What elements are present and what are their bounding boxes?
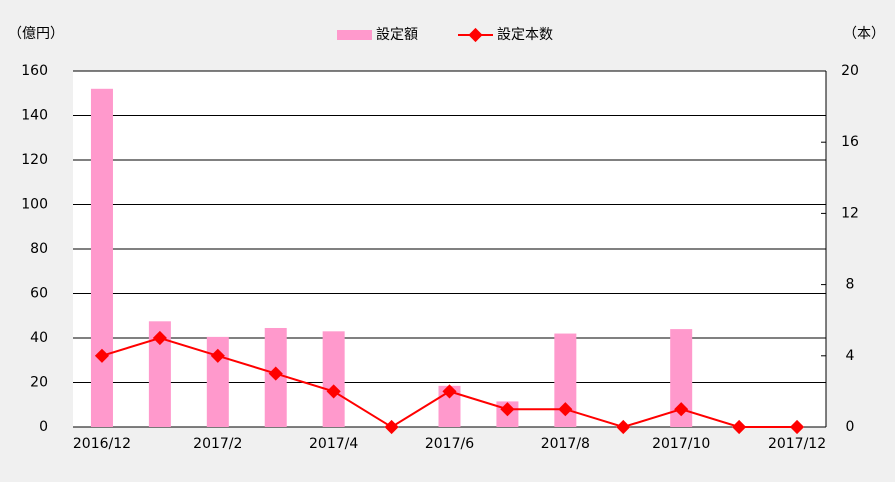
x-tick-label: 2017/4 bbox=[309, 436, 358, 452]
x-tick-label: 2017/12 bbox=[768, 436, 826, 452]
bar bbox=[90, 88, 113, 428]
marker bbox=[152, 330, 167, 346]
legend-marker bbox=[468, 27, 483, 43]
bar bbox=[322, 331, 345, 427]
bar bbox=[206, 336, 229, 427]
y-tick-label: 40 bbox=[30, 330, 48, 346]
marker bbox=[789, 419, 805, 435]
legend-swatch bbox=[337, 30, 372, 40]
y2-tick-label: 8 bbox=[846, 277, 855, 293]
y-tick-label: 60 bbox=[30, 286, 48, 302]
y2-axis-label: （本） bbox=[843, 26, 885, 42]
legend-label: 設定本数 bbox=[497, 27, 553, 43]
y2-tick-label: 4 bbox=[846, 348, 855, 364]
y-tick-label: 0 bbox=[39, 419, 48, 435]
x-tick-label: 2017/10 bbox=[652, 436, 710, 452]
y2-tick-label: 20 bbox=[841, 63, 859, 79]
marker bbox=[500, 402, 515, 417]
marker bbox=[442, 384, 457, 399]
marker bbox=[732, 419, 747, 435]
y2-tick-label: 12 bbox=[841, 205, 859, 221]
bar bbox=[438, 385, 461, 427]
y-tick-label: 160 bbox=[21, 63, 48, 79]
y-tick-label: 140 bbox=[21, 108, 48, 124]
y2-tick-label: 0 bbox=[846, 419, 855, 435]
bar bbox=[148, 321, 171, 427]
marker bbox=[326, 384, 341, 399]
x-tick-label: 2017/6 bbox=[425, 436, 474, 452]
y-tick-label: 100 bbox=[21, 197, 48, 213]
marker bbox=[94, 348, 110, 363]
x-tick-label: 2017/8 bbox=[541, 436, 590, 452]
y-tick-label: 80 bbox=[30, 241, 48, 257]
y-axis-label: （億円） bbox=[8, 26, 64, 42]
x-tick-label: 2016/12 bbox=[73, 436, 131, 452]
marker bbox=[384, 419, 399, 435]
marker bbox=[558, 402, 573, 417]
bar bbox=[670, 329, 693, 427]
x-tick-label: 2017/2 bbox=[193, 436, 242, 452]
bar bbox=[554, 333, 577, 427]
y2-tick-label: 16 bbox=[841, 134, 859, 150]
y-tick-label: 120 bbox=[21, 152, 48, 168]
marker bbox=[268, 366, 283, 381]
marker bbox=[616, 419, 631, 435]
marker bbox=[210, 348, 225, 363]
marker bbox=[674, 402, 689, 417]
legend-label: 設定額 bbox=[376, 27, 418, 43]
y-tick-label: 20 bbox=[30, 375, 48, 391]
